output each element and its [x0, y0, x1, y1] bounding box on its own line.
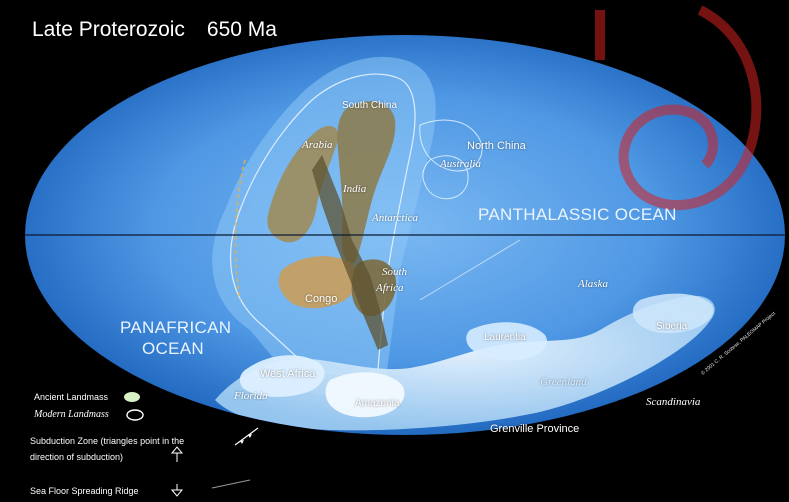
- label-amazonia: Amazonia: [355, 398, 400, 409]
- landmass-laurentia: [466, 322, 547, 361]
- label-north-china: North China: [467, 140, 526, 152]
- label-south-china: South China: [342, 100, 398, 111]
- label-greenland: Greenland: [540, 376, 587, 388]
- modern-landmass-swatch: [126, 409, 144, 421]
- label-siberia: Siberia: [656, 321, 688, 332]
- ancient-landmass-arabia-india: [267, 125, 339, 243]
- label-laurentia: Laurentia: [484, 332, 526, 343]
- legend-spreading-ridge: Sea Floor Spreading Ridge: [30, 486, 139, 496]
- modern-landmass-australia: [422, 155, 469, 200]
- label-arabia: Arabia: [302, 139, 333, 151]
- label-panthalassic-ocean: PANTHALASSIC OCEAN: [478, 205, 677, 224]
- label-panafrican-ocean-line1: PANAFRICAN: [120, 318, 232, 337]
- label-grenville-province: Grenville Province: [490, 423, 580, 435]
- map-title: Late Proterozoic 650 Ma: [32, 18, 277, 42]
- map-title-text: Late Proterozoic: [32, 18, 185, 41]
- label-antarctica: Antarctica: [372, 212, 419, 224]
- label-florida: Florida: [234, 390, 268, 402]
- label-india: India: [343, 183, 367, 195]
- spreading-ridge-symbol: [211, 479, 251, 489]
- landmass-siberia: [632, 293, 714, 334]
- modern-landmass-gondwana: [230, 73, 416, 376]
- subduction-triangles: [240, 434, 252, 444]
- ancient-landmass-congo: [278, 256, 358, 309]
- watermark: [595, 5, 762, 211]
- ancient-landmass-antarctica: [337, 101, 396, 264]
- modern-landmass-north-china: [419, 119, 483, 172]
- map-age: 650 Ma: [206, 18, 277, 41]
- label-south-africa-1: South: [382, 266, 408, 278]
- ancient-landmass-rift: [312, 155, 388, 350]
- label-south-africa-2: Africa: [376, 282, 404, 294]
- label-alaska: Alaska: [578, 278, 608, 290]
- legend-subduction-line2: direction of subduction): [30, 452, 124, 462]
- label-scandinavia: Scandinavia: [646, 396, 701, 408]
- landmass-amazonia: [325, 372, 405, 418]
- label-west-africa: West Africa: [260, 368, 316, 380]
- ancient-landmass-swatch: [124, 392, 140, 402]
- arrow-down-icon: [170, 484, 184, 497]
- label-panafrican-ocean-line2: OCEAN: [142, 339, 204, 358]
- arrow-up-icon: [170, 446, 184, 462]
- legend-ancient-landmass: Ancient Landmass: [34, 392, 109, 402]
- subduction-zone-line: [234, 159, 246, 301]
- spreading-ridge-line: [419, 239, 521, 301]
- legend-subduction-line1: Subduction Zone (triangles point in the: [30, 436, 185, 446]
- legend-modern-landmass: Modern Landmass: [34, 409, 109, 420]
- subduction-symbol: [234, 427, 259, 446]
- landmass-west-africa: [239, 355, 325, 397]
- label-congo: Congo: [305, 293, 338, 305]
- label-australia: Australia: [440, 158, 481, 170]
